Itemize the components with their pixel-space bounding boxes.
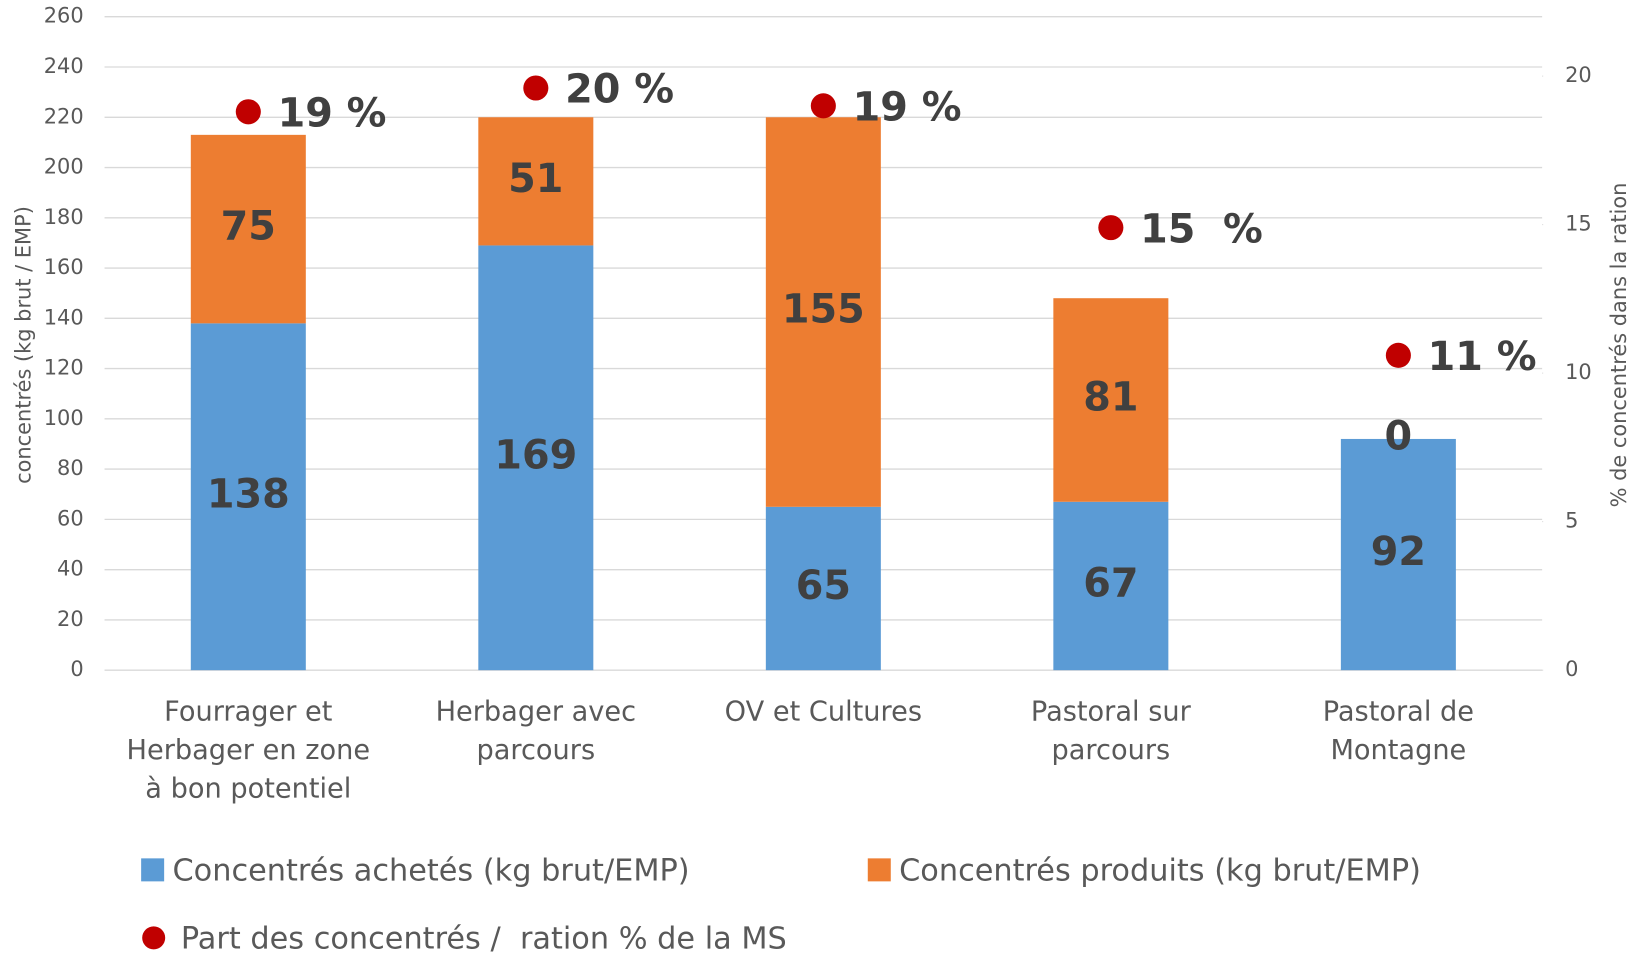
y-tick-label: 80 xyxy=(57,456,84,480)
bar-label: 138 xyxy=(207,471,290,517)
y-tick-label: 100 xyxy=(44,406,84,430)
y2-tick-label: 10 xyxy=(1565,360,1592,384)
y-tick-label: 240 xyxy=(44,54,84,78)
y-tick-label: 180 xyxy=(44,205,84,229)
bar xyxy=(1053,501,1169,671)
x-tick-label: Pastoral de Montagne xyxy=(1322,696,1483,767)
point-label: 19 % xyxy=(853,85,962,131)
point xyxy=(523,75,549,101)
x-tick-label: Pastoral sur parcours xyxy=(1030,696,1200,767)
point-label: 19 % xyxy=(278,90,387,136)
bar-label: 0 xyxy=(1385,413,1413,459)
bar-label: 75 xyxy=(221,204,276,250)
bar xyxy=(190,134,306,324)
bar xyxy=(1053,298,1169,502)
bar-label: 155 xyxy=(782,287,865,333)
bar xyxy=(478,245,594,671)
bar xyxy=(765,117,881,507)
point xyxy=(235,99,261,125)
y-tick-label: 140 xyxy=(44,305,84,329)
bar-label: 65 xyxy=(796,563,851,609)
y2-tick-label: 20 xyxy=(1565,63,1592,87)
y2-axis-title: % de concentrés dans la ration xyxy=(1605,182,1631,508)
y-tick-label: 260 xyxy=(44,4,84,28)
bar-label: 81 xyxy=(1083,374,1138,420)
point-label: 15 % xyxy=(1140,206,1263,252)
bar-label: 67 xyxy=(1083,560,1138,606)
bar-label: 169 xyxy=(494,432,577,478)
bar-label: 51 xyxy=(508,156,563,202)
y2-tick-label: 5 xyxy=(1565,509,1578,533)
x-tick-label: OV et Cultures xyxy=(724,696,922,728)
x-tick-label: Herbager avec parcours xyxy=(435,696,645,767)
y-tick-label: 60 xyxy=(57,506,84,530)
y-tick-label: 120 xyxy=(44,356,84,380)
legend-label: Part des concentrés / ration % de la MS xyxy=(180,920,787,956)
bar xyxy=(190,323,306,671)
y-tick-label: 200 xyxy=(44,155,84,179)
bar xyxy=(1340,438,1456,671)
y-tick-label: 160 xyxy=(44,255,84,279)
bar xyxy=(765,506,881,671)
legend-marker xyxy=(867,858,891,882)
point xyxy=(810,93,836,119)
y-axis-title: concentrés (kg brut / EMP) xyxy=(10,206,36,484)
legend-marker xyxy=(142,926,166,950)
bar-label: 92 xyxy=(1371,529,1426,575)
legend-label: Concentrés achetés (kg brut/EMP) xyxy=(172,852,690,888)
point xyxy=(1385,342,1411,368)
point-label: 20 % xyxy=(565,67,674,113)
legend-label: Concentrés produits (kg brut/EMP) xyxy=(899,852,1421,888)
y-tick-label: 220 xyxy=(44,104,84,128)
y-tick-label: 20 xyxy=(57,607,84,631)
y2-tick-label: 0 xyxy=(1565,657,1578,681)
point xyxy=(1098,215,1124,241)
y-tick-label: 0 xyxy=(70,657,83,681)
bar xyxy=(478,117,594,246)
legend-marker xyxy=(141,858,165,882)
x-tick-label: Fourrager et Herbager en zone à bon pote… xyxy=(126,696,379,806)
point-label: 11 % xyxy=(1428,334,1537,380)
y-tick-label: 40 xyxy=(57,557,84,581)
y2-tick-label: 15 xyxy=(1565,212,1592,236)
